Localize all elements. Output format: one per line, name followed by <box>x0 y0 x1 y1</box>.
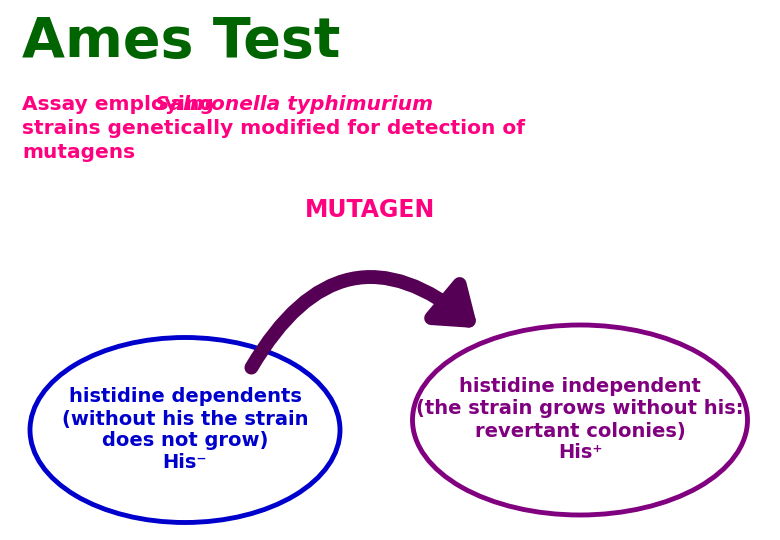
Text: His⁻: His⁻ <box>163 454 207 472</box>
FancyArrowPatch shape <box>251 277 469 368</box>
Text: (without his the strain: (without his the strain <box>62 409 308 429</box>
Text: His⁺: His⁺ <box>558 443 602 462</box>
Text: histidine dependents: histidine dependents <box>69 388 301 407</box>
Text: revertant colonies): revertant colonies) <box>474 422 686 441</box>
Text: mutagens: mutagens <box>22 143 135 162</box>
Text: Salmonella typhimurium: Salmonella typhimurium <box>154 95 433 114</box>
Text: strains genetically modified for detection of: strains genetically modified for detecti… <box>22 119 525 138</box>
Text: MUTAGEN: MUTAGEN <box>305 198 435 222</box>
Text: Assay employing: Assay employing <box>22 95 221 114</box>
Text: (the strain grows without his:: (the strain grows without his: <box>417 400 744 419</box>
Text: histidine independent: histidine independent <box>459 377 701 396</box>
Text: does not grow): does not grow) <box>102 431 268 450</box>
Text: Ames Test: Ames Test <box>22 15 340 69</box>
